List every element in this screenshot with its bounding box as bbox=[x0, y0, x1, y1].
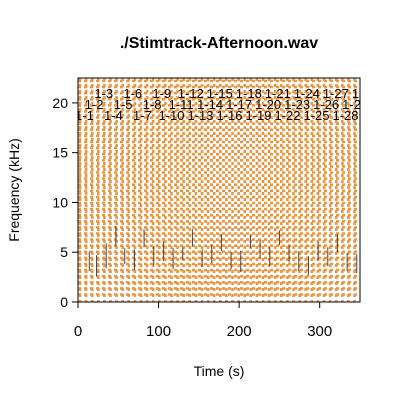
chart-title: ./Stimtrack-Afternoon.wav bbox=[120, 35, 318, 52]
x-tick-label: 0 bbox=[74, 323, 82, 340]
x-axis-label: Time (s) bbox=[194, 363, 245, 379]
detection-labels: 1-11-21-31-41-51-61-71-81-91-101-111-121… bbox=[75, 86, 378, 123]
axes: 0 100 200 300 0 5 10 15 20 bbox=[52, 95, 332, 340]
detection-label: 1-30 bbox=[352, 86, 378, 101]
detection-label: 1-3 bbox=[94, 86, 113, 101]
x-tick-label: 300 bbox=[307, 323, 332, 340]
x-tick-label: 100 bbox=[146, 323, 171, 340]
detection-label: 1-6 bbox=[123, 86, 142, 101]
y-tick-label: 10 bbox=[52, 194, 68, 210]
y-tick-label: 15 bbox=[52, 145, 68, 161]
y-tick-label: 20 bbox=[52, 95, 68, 111]
y-tick-label: 0 bbox=[60, 294, 68, 310]
x-tick-label: 200 bbox=[227, 323, 252, 340]
y-tick-label: 5 bbox=[60, 244, 68, 260]
y-axis-label: Frequency (kHz) bbox=[6, 138, 22, 241]
